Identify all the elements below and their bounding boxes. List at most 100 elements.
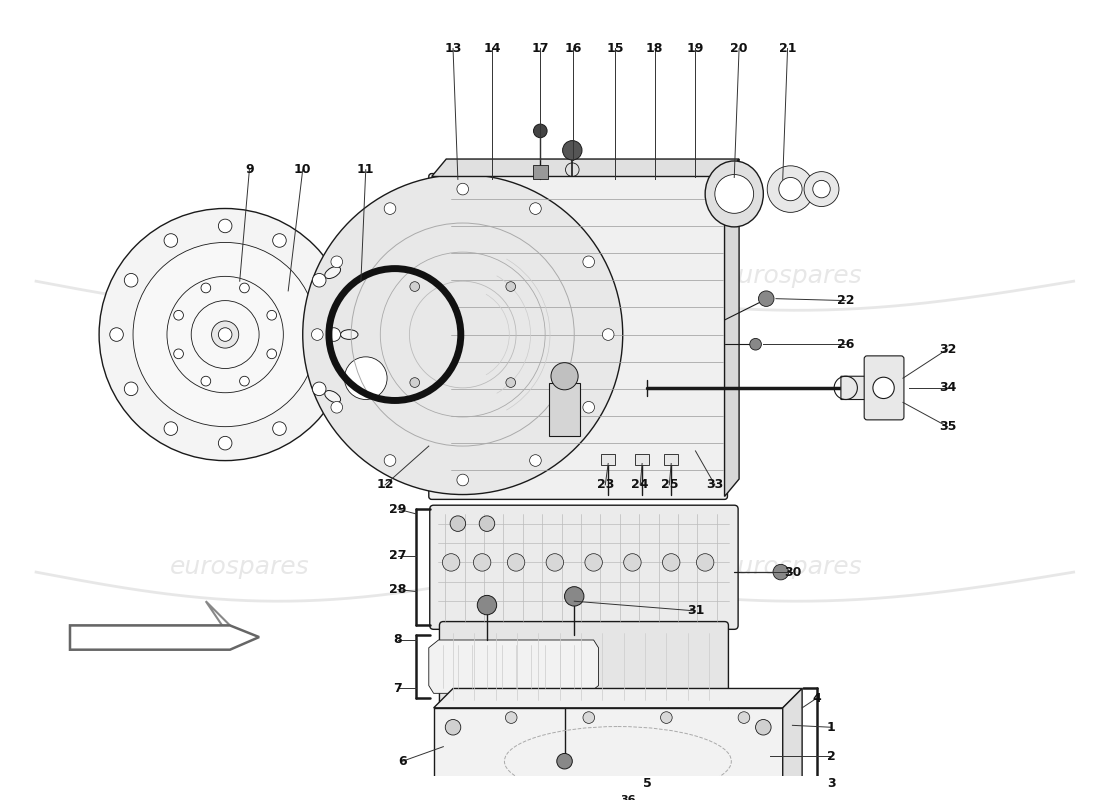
Polygon shape [433, 689, 802, 708]
Circle shape [446, 719, 461, 735]
Circle shape [529, 202, 541, 214]
Circle shape [456, 474, 469, 486]
Polygon shape [549, 383, 580, 436]
Circle shape [480, 516, 495, 531]
Circle shape [621, 794, 634, 800]
Circle shape [133, 242, 317, 426]
Text: 28: 28 [389, 583, 406, 596]
Polygon shape [783, 689, 802, 800]
Circle shape [110, 328, 123, 342]
Circle shape [442, 554, 460, 571]
Polygon shape [433, 708, 783, 800]
Circle shape [302, 174, 623, 494]
Polygon shape [664, 454, 678, 466]
Text: 1: 1 [827, 721, 836, 734]
Circle shape [583, 712, 595, 723]
Circle shape [456, 183, 469, 195]
Text: 13: 13 [444, 42, 462, 55]
Text: 33: 33 [706, 478, 724, 491]
Circle shape [240, 376, 250, 386]
Ellipse shape [324, 390, 341, 402]
Circle shape [767, 166, 814, 212]
Circle shape [312, 274, 326, 287]
Circle shape [507, 554, 525, 571]
FancyBboxPatch shape [430, 506, 738, 630]
Circle shape [873, 378, 894, 398]
Text: 5: 5 [642, 777, 651, 790]
Text: 17: 17 [531, 42, 549, 55]
Circle shape [331, 256, 342, 268]
Circle shape [267, 349, 276, 358]
Text: 36: 36 [619, 795, 636, 800]
Text: 19: 19 [686, 42, 704, 55]
Text: 21: 21 [779, 42, 796, 55]
Circle shape [583, 256, 594, 268]
Ellipse shape [705, 161, 763, 227]
Text: eurospares: eurospares [169, 264, 309, 288]
Text: 2: 2 [827, 750, 836, 763]
Circle shape [813, 180, 830, 198]
Text: 12: 12 [376, 478, 394, 491]
Text: 4: 4 [812, 692, 821, 705]
Circle shape [750, 338, 761, 350]
Circle shape [273, 234, 286, 247]
Circle shape [534, 124, 547, 138]
Circle shape [506, 282, 516, 291]
Circle shape [384, 202, 396, 214]
Circle shape [164, 422, 177, 435]
Polygon shape [602, 454, 615, 466]
Text: 30: 30 [783, 566, 801, 578]
Circle shape [174, 349, 184, 358]
Circle shape [124, 382, 138, 396]
Circle shape [557, 754, 572, 769]
Polygon shape [431, 159, 739, 177]
Circle shape [124, 274, 138, 287]
Circle shape [804, 172, 839, 206]
Circle shape [219, 219, 232, 233]
Circle shape [603, 329, 614, 340]
Text: 35: 35 [939, 420, 956, 433]
Text: eurospares: eurospares [723, 555, 862, 579]
Circle shape [344, 357, 387, 399]
Text: 23: 23 [596, 478, 614, 491]
Text: 3: 3 [827, 777, 836, 790]
Circle shape [546, 554, 563, 571]
Circle shape [583, 402, 594, 413]
Circle shape [174, 310, 184, 320]
Text: 27: 27 [389, 549, 407, 562]
Circle shape [384, 454, 396, 466]
Polygon shape [429, 640, 598, 694]
Text: 34: 34 [939, 382, 956, 394]
Circle shape [240, 283, 250, 293]
Circle shape [662, 554, 680, 571]
Text: 16: 16 [564, 42, 582, 55]
Circle shape [696, 554, 714, 571]
Polygon shape [70, 602, 230, 650]
Circle shape [738, 712, 750, 723]
Circle shape [564, 586, 584, 606]
Circle shape [505, 712, 517, 723]
Circle shape [779, 178, 802, 201]
Circle shape [99, 209, 351, 461]
Circle shape [312, 382, 326, 396]
Circle shape [331, 402, 342, 413]
Text: 25: 25 [660, 478, 678, 491]
Circle shape [201, 376, 211, 386]
Circle shape [624, 554, 641, 571]
Circle shape [311, 329, 323, 340]
Text: 9: 9 [245, 163, 254, 176]
Ellipse shape [341, 330, 358, 339]
Circle shape [164, 234, 177, 247]
Circle shape [773, 564, 789, 580]
Text: 29: 29 [389, 502, 406, 515]
Text: eurospares: eurospares [723, 264, 862, 288]
Text: 6: 6 [398, 754, 407, 768]
Polygon shape [532, 165, 548, 179]
Text: 22: 22 [837, 294, 855, 307]
Circle shape [529, 454, 541, 466]
Circle shape [756, 719, 771, 735]
Text: 11: 11 [358, 163, 374, 176]
Circle shape [219, 328, 232, 342]
Polygon shape [840, 376, 874, 399]
Text: 8: 8 [394, 634, 403, 646]
